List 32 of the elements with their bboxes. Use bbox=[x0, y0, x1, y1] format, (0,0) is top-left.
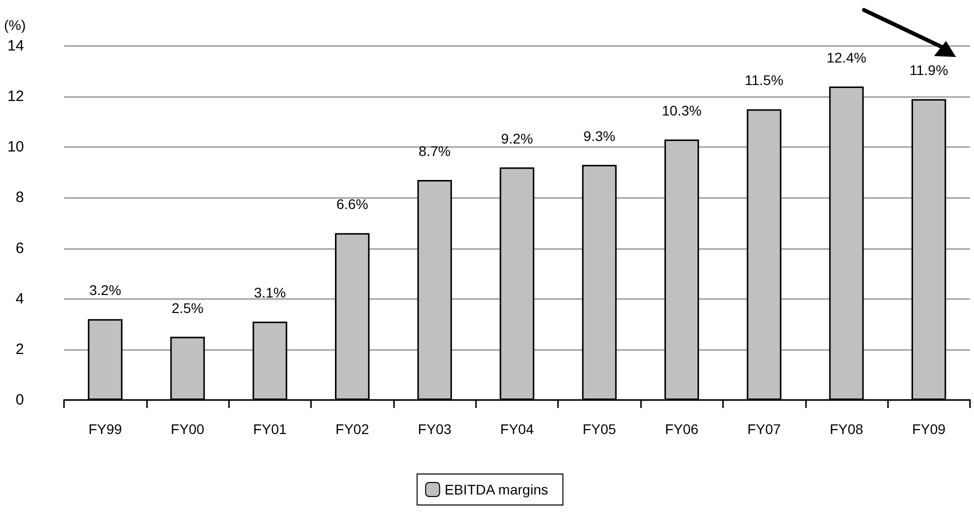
y-tick-label: 10 bbox=[7, 138, 24, 156]
x-tick-label: FY05 bbox=[582, 421, 616, 437]
data-label: 2.5% bbox=[172, 300, 204, 316]
x-tick-label: FY06 bbox=[664, 421, 699, 437]
data-label: 3.2% bbox=[89, 282, 122, 298]
data-label: 6.6% bbox=[336, 196, 368, 212]
data-label: 11.5% bbox=[744, 72, 784, 88]
data-label: 3.1% bbox=[254, 284, 286, 301]
x-tick-label: FY09 bbox=[912, 421, 946, 437]
x-tick-label: FY03 bbox=[418, 421, 452, 437]
y-axis-title: (%) bbox=[4, 17, 26, 33]
y-tick-label: 12 bbox=[7, 88, 24, 106]
y-tick-label: 8 bbox=[16, 189, 24, 206]
data-label: 9.2% bbox=[501, 130, 533, 146]
data-label: 9.3% bbox=[583, 128, 616, 144]
x-tick-label: FY01 bbox=[253, 421, 287, 437]
y-tick-label: 2 bbox=[16, 340, 24, 358]
x-tick-label: FY07 bbox=[747, 421, 782, 437]
data-label: 10.3% bbox=[662, 102, 702, 119]
y-tick-label: 0 bbox=[16, 392, 24, 408]
data-label: 12.4% bbox=[826, 49, 866, 66]
y-tick-label: 14 bbox=[7, 38, 24, 54]
data-label: 11.9% bbox=[909, 62, 948, 78]
x-tick-label: FY04 bbox=[500, 421, 534, 437]
y-tick-label: 6 bbox=[16, 240, 24, 257]
x-tick-label: FY00 bbox=[170, 421, 204, 437]
data-label: 8.7% bbox=[418, 143, 451, 160]
y-tick-label: 4 bbox=[16, 290, 24, 308]
x-tick-label: FY99 bbox=[88, 421, 122, 437]
x-tick-label: FY08 bbox=[830, 421, 864, 437]
legend-label: EBITDA margins bbox=[444, 482, 548, 498]
x-tick-label: FY02 bbox=[336, 421, 370, 437]
